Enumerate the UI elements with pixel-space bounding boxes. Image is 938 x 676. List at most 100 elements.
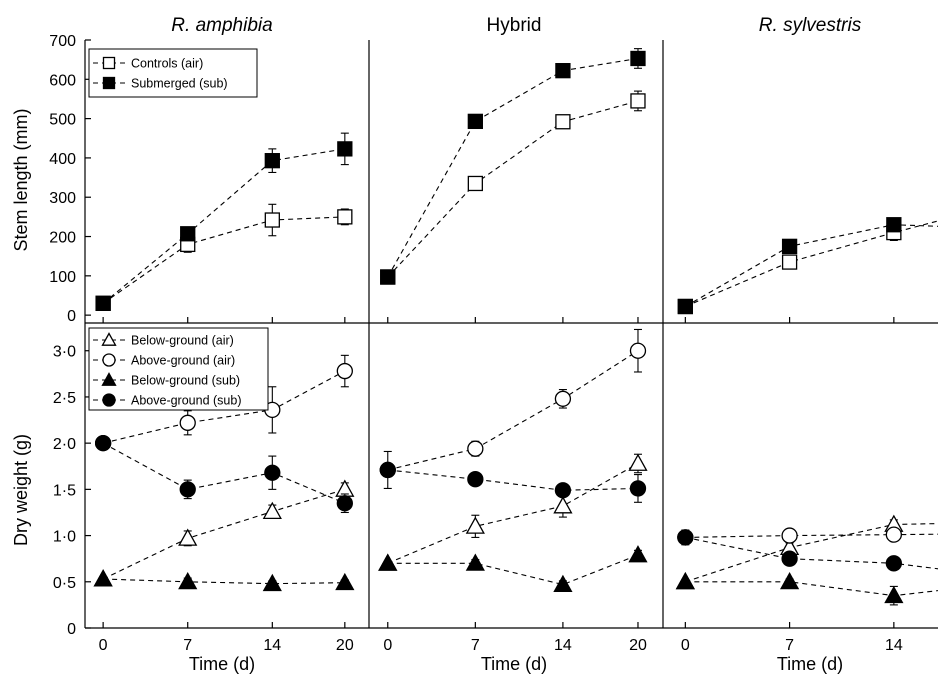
data-point-above-ground-air (781, 527, 798, 544)
y-tick-label: 200 (49, 230, 76, 247)
data-point-submerged-sub (264, 153, 280, 169)
x-tick-label: 7 (183, 637, 192, 654)
data-point-above-ground-sub (94, 435, 112, 452)
legend-label: Controls (air) (131, 57, 203, 71)
legend-box (88, 48, 258, 98)
legend-label: Above-ground (sub) (131, 394, 241, 408)
data-point-below-ground-air (465, 516, 485, 534)
series-line-below-ground-sub (685, 581, 938, 597)
x-tick-label: 0 (681, 637, 690, 654)
data-point-controls-air (781, 254, 798, 270)
data-point-controls-air (630, 93, 646, 109)
data-point-submerged-sub (337, 141, 353, 157)
data-point-above-ground-air (179, 414, 196, 431)
series-line-below-ground-air (387, 463, 639, 564)
legend-marker (101, 332, 117, 346)
data-point-above-ground-sub (179, 481, 196, 498)
legend-label: Below-ground (air) (131, 334, 234, 348)
y-tick-label: 1·0 (53, 529, 76, 546)
panel-title-r-sylvestris: R. sylvestris (759, 15, 862, 36)
series-line-controls-air (102, 216, 345, 304)
y-tick-label: 100 (49, 269, 76, 286)
data-point-below-ground-sub (93, 569, 113, 587)
series-line-below-ground-air (102, 488, 345, 580)
data-point-controls-air (467, 175, 483, 192)
data-point-above-ground-air (629, 342, 647, 359)
legend-marker (102, 56, 116, 70)
data-point-above-ground-sub (781, 550, 798, 567)
data-point-submerged-sub (555, 63, 571, 79)
x-tick-label: 7 (471, 637, 480, 654)
series-line-above-ground-sub (387, 469, 638, 491)
series-line-submerged-sub (387, 57, 639, 278)
x-tick-label: 0 (383, 637, 392, 654)
panel-title-r-amphibia: R. amphibia (171, 15, 272, 36)
data-point-below-ground-air (178, 528, 198, 546)
bottom-y-axis-label: Dry weight (g) (11, 434, 31, 546)
top-y-axis-label: Stem length (mm) (11, 108, 31, 251)
data-point-above-ground-sub (554, 482, 572, 499)
series-line-above-ground-air (685, 533, 938, 538)
data-point-above-ground-air (336, 362, 353, 380)
series-line-below-ground-sub (387, 554, 639, 586)
legend-marker (102, 76, 116, 90)
y-tick-label: 600 (49, 72, 76, 89)
data-point-below-ground-air (553, 496, 573, 514)
series-line-above-ground-air (387, 350, 639, 471)
data-point-below-ground-sub (675, 571, 695, 590)
data-point-below-ground-sub (553, 574, 573, 593)
data-point-below-ground-sub (262, 573, 282, 592)
x-tick-label: 0 (99, 637, 108, 654)
y-tick-label: 700 (49, 33, 76, 50)
series-line-below-ground-air (685, 523, 938, 583)
data-point-below-ground-air (628, 453, 648, 471)
data-point-controls-air (264, 212, 280, 228)
data-point-below-ground-sub (884, 585, 904, 604)
data-point-above-ground-sub (379, 461, 396, 479)
x-axis-label-panel-3: Time (d) (777, 654, 843, 674)
data-point-controls-air (555, 114, 571, 130)
data-point-submerged-sub (677, 298, 693, 315)
data-point-above-ground-sub (629, 480, 647, 497)
data-point-submerged-sub (95, 295, 111, 311)
y-tick-label: 1·5 (53, 482, 76, 499)
data-point-below-ground-sub (779, 571, 800, 590)
plot-area (93, 48, 938, 606)
legend-box (88, 327, 269, 411)
y-tick-label: 400 (49, 151, 76, 168)
x-tick-label: 20 (629, 637, 647, 654)
x-tick-label: 7 (785, 637, 794, 654)
legend-label: Submerged (sub) (131, 77, 228, 91)
data-point-submerged-sub (886, 217, 902, 233)
data-point-submerged-sub (781, 238, 798, 255)
data-point-below-ground-sub (465, 553, 485, 571)
data-point-above-ground-air (554, 390, 572, 407)
legend-marker (101, 372, 117, 386)
data-point-controls-air (337, 209, 353, 225)
series-line-below-ground-sub (103, 578, 345, 585)
y-tick-label: 0 (67, 621, 76, 638)
x-tick-label: 14 (263, 637, 281, 654)
data-point-above-ground-air (467, 440, 484, 457)
data-point-below-ground-sub (178, 571, 198, 590)
data-point-above-ground-air (885, 526, 903, 543)
series-line-submerged-sub (102, 148, 345, 304)
y-tick-label: 3·0 (53, 344, 76, 361)
data-point-submerged-sub (180, 226, 196, 242)
data-point-above-ground-sub (467, 471, 484, 488)
series-line-above-ground-sub (102, 442, 346, 504)
x-tick-label: 14 (554, 637, 572, 654)
data-point-submerged-sub (467, 113, 483, 130)
legend-marker (102, 353, 116, 367)
series-line-controls-air (387, 100, 639, 278)
data-point-below-ground-sub (335, 572, 355, 591)
legend-dry-weight: Below-ground (air) Above-ground (air) Belo… (88, 327, 269, 411)
y-tick-label: 300 (49, 190, 76, 207)
x-axis-label-panel-1: Time (d) (189, 654, 255, 674)
data-point-above-ground-sub (885, 555, 903, 572)
y-tick-label: 0·5 (53, 575, 76, 592)
legend-label: Below-ground (sub) (131, 374, 240, 388)
data-point-below-ground-air (262, 501, 282, 519)
